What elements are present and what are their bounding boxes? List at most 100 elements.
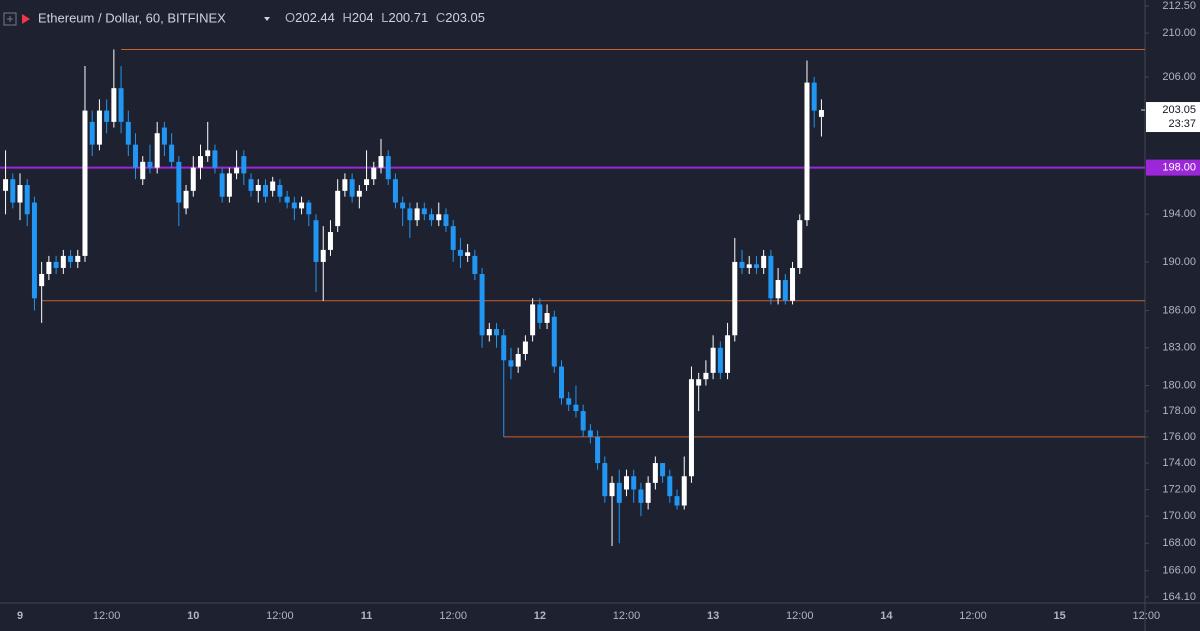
candle-body [681, 476, 687, 506]
candle-body [508, 360, 514, 367]
candle-body [10, 179, 16, 203]
candle-body [407, 208, 413, 221]
candle-body [797, 220, 803, 268]
x-tick-label: 12:00 [1133, 610, 1161, 622]
candle-body [667, 476, 673, 497]
candle-body [342, 179, 348, 191]
candle-body [248, 179, 254, 191]
candle-body [616, 482, 622, 503]
candle-body [573, 404, 579, 412]
candle-body [96, 110, 102, 145]
candle-body [140, 161, 146, 180]
ohlc-value: 204 [352, 10, 374, 25]
candle-body [566, 398, 572, 405]
candle-body [31, 202, 37, 299]
ohlc-legend: O202.44 H204 L200.71 C203.05 [285, 10, 485, 25]
collapse-icon[interactable] [3, 12, 17, 26]
x-tick-label: 11 [361, 610, 373, 622]
candle-body [645, 482, 651, 503]
ohlc-value: 203.05 [445, 10, 485, 25]
candle-body [515, 354, 521, 367]
x-tick-label: 12:00 [93, 610, 121, 622]
candle-body [717, 347, 723, 373]
y-tick-label: 180.00 [1162, 379, 1196, 391]
candle-body [154, 133, 160, 168]
candle-body [183, 190, 189, 209]
ohlc-key: L [381, 10, 388, 25]
y-tick-label: 183.00 [1162, 342, 1196, 354]
candle-body [753, 264, 759, 268]
candle-body [623, 476, 629, 490]
candle-body [212, 150, 218, 168]
candle-body [443, 214, 449, 227]
y-tick-label: 186.00 [1162, 304, 1196, 316]
countdown: 23:37 [1168, 118, 1196, 130]
candle-body [198, 156, 203, 168]
candle-body [371, 167, 377, 180]
price-tag [1146, 159, 1200, 176]
x-tick-label: 10 [187, 610, 199, 622]
candle-body [768, 255, 774, 299]
x-tick-label: 12:00 [439, 610, 467, 622]
symbol-marker [22, 14, 30, 24]
y-tick-label: 168.00 [1162, 537, 1196, 549]
candle-body [125, 121, 131, 145]
x-tick-label: 12:00 [613, 610, 641, 622]
symbol-title[interactable]: Ethereum / Dollar, 60, BITFINEX [38, 10, 226, 25]
candle-body [262, 185, 268, 197]
candle-body [710, 347, 716, 373]
candle-body [327, 232, 333, 250]
candle-body [313, 220, 319, 262]
ohlc-value: 200.71 [388, 10, 428, 25]
y-tick-label: 190.00 [1162, 256, 1196, 268]
ohlc-value: 202.44 [295, 10, 335, 25]
candle-body [674, 496, 680, 506]
candle-body [241, 156, 247, 174]
candle-body [320, 249, 326, 262]
candle-body [631, 476, 637, 490]
candle-body [501, 335, 507, 361]
plot [0, 48, 1145, 547]
candle-body [414, 208, 420, 221]
candle-body [602, 463, 608, 497]
candle-body [761, 255, 767, 268]
candle-body [161, 127, 167, 145]
candle-body [133, 144, 139, 168]
candle-body [457, 249, 463, 256]
candle-body [450, 226, 456, 250]
candle-body [219, 173, 225, 197]
x-tick-label: 13 [707, 610, 719, 622]
candle-body [104, 110, 110, 122]
x-tick-label: 15 [1054, 610, 1066, 622]
candle-body [494, 329, 500, 336]
candle-body [580, 411, 586, 431]
candle-body [688, 379, 694, 477]
candle-body [349, 179, 355, 197]
dropdown-caret[interactable] [264, 17, 270, 21]
candle-body [176, 161, 182, 203]
candle-body [775, 280, 781, 299]
ohlc-key: O [285, 10, 295, 25]
candle-body [559, 366, 564, 399]
y-tick-label: 166.00 [1162, 565, 1196, 577]
candle-body [68, 255, 74, 262]
candle-body [392, 179, 398, 203]
x-tick-label: 12:00 [786, 610, 814, 622]
candle-body [544, 313, 550, 323]
candle-body [356, 190, 362, 197]
candle-body [551, 316, 557, 367]
candle-body [385, 156, 391, 180]
candle-body [299, 202, 305, 209]
candle-body [652, 463, 658, 483]
x-tick-label: 14 [880, 610, 893, 622]
candle-body [587, 430, 593, 437]
candle-body [804, 82, 810, 221]
candle-body [205, 150, 211, 157]
y-tick-label: 212.50 [1162, 0, 1196, 12]
candle-body [17, 185, 23, 203]
candle-body [3, 179, 9, 191]
candle-body [75, 255, 81, 262]
candle-body [270, 181, 276, 191]
candle-body [739, 261, 745, 268]
